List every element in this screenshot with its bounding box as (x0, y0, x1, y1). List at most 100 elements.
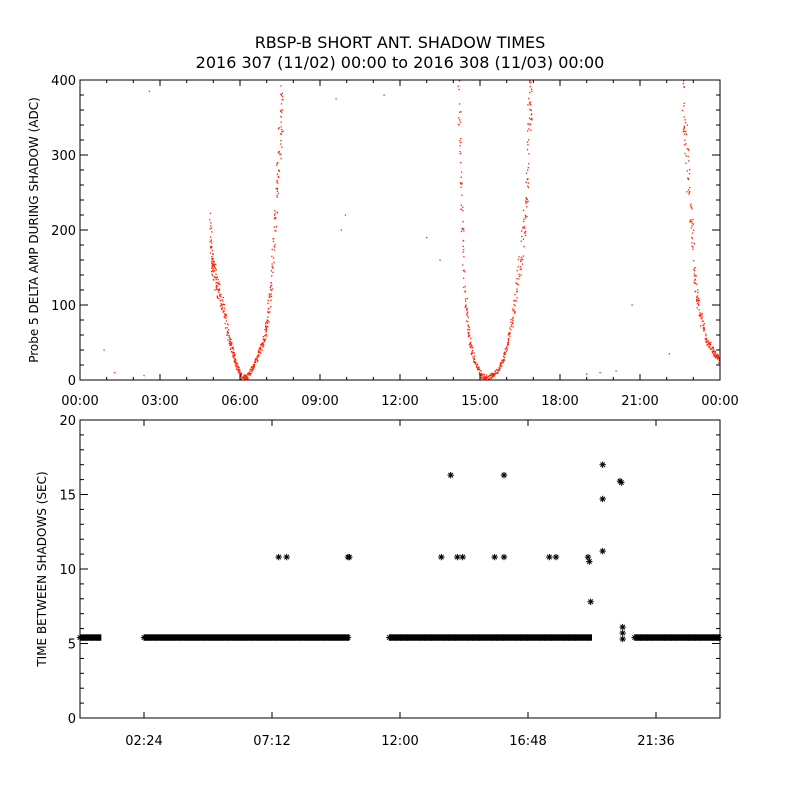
delta-amp-point (714, 350, 716, 353)
delta-amp-point (258, 349, 260, 352)
gap-point (709, 634, 716, 641)
delta-amp-point (215, 277, 217, 279)
delta-amp-point (258, 351, 260, 353)
delta-amp-point (230, 344, 232, 346)
delta-amp-point (256, 355, 258, 358)
delta-amp-point (270, 289, 273, 292)
delta-amp-point (462, 264, 464, 266)
delta-amp-point (262, 338, 264, 340)
delta-amp-point (694, 282, 696, 284)
delta-amp-point (210, 225, 212, 227)
gap-y-tick-label: 15 (59, 489, 76, 504)
delta-amp-point (693, 243, 695, 245)
delta-amp-point (270, 282, 273, 284)
time-between-shadows-plot-frame (79, 419, 721, 719)
gap-point (278, 634, 286, 641)
delta-amp-point (335, 98, 337, 100)
delta-amp-point (518, 273, 520, 276)
delta-amp-point (522, 258, 524, 261)
delta-amp-point (516, 269, 518, 272)
gap-point (500, 553, 508, 561)
delta-amp-point (265, 325, 267, 327)
delta-amp-point (271, 265, 273, 267)
delta-amp-point (509, 327, 511, 329)
delta-amp-point (525, 230, 527, 233)
delta-amp-point (685, 155, 687, 157)
gap-point (82, 634, 90, 641)
gap-point (272, 634, 280, 641)
delta-amp-point (684, 152, 686, 155)
delta-amp-point (266, 329, 268, 331)
delta-amp-point (249, 372, 251, 374)
gap-point (619, 623, 626, 631)
delta-amp-point (223, 303, 226, 306)
delta-amp-point (512, 326, 514, 328)
delta-amp-point (460, 152, 462, 155)
delta-amp-point (694, 278, 696, 280)
delta-amp-point (517, 258, 520, 261)
delta-amp-point (216, 297, 219, 299)
delta-amp-point (259, 352, 262, 354)
delta-amp-point (250, 372, 252, 375)
delta-amp-point (224, 327, 227, 329)
delta-amp-point (211, 246, 213, 248)
delta-amp-point (220, 293, 222, 296)
delta-amp-point (527, 185, 529, 187)
gap-point (599, 495, 606, 503)
delta-amp-point (259, 347, 261, 349)
delta-amp-point (693, 273, 696, 275)
delta-amp-point (463, 269, 465, 271)
delta-amp-point (268, 321, 270, 323)
delta-amp-point (712, 353, 714, 355)
gap-point (326, 634, 334, 641)
delta-amp-point (209, 228, 211, 230)
delta-amp-point (226, 332, 228, 334)
delta-amp-point (503, 359, 506, 361)
delta-amp-point (244, 374, 246, 377)
delta-amp-point (260, 343, 262, 346)
delta-amp-point (522, 227, 524, 229)
delta-amp-point (229, 348, 232, 351)
delta-amp-point (491, 374, 493, 376)
delta-amp-point (236, 366, 238, 368)
delta-amp-point (218, 292, 220, 294)
delta-amp-point (460, 182, 462, 185)
delta-amp-point (531, 90, 533, 92)
delta-amp-point (210, 245, 213, 247)
delta-amp-point (272, 257, 275, 259)
gap-y-tick-label: 10 (59, 563, 76, 578)
delta-amp-point (239, 372, 242, 375)
delta-amp-point (233, 355, 236, 357)
delta-amp-point (229, 341, 232, 343)
delta-amp-point (504, 352, 506, 354)
delta-amp-point (480, 374, 483, 377)
delta-amp-point (439, 259, 441, 261)
gap-point (212, 634, 220, 641)
delta-amp-point (509, 332, 511, 335)
gap-point (284, 634, 292, 641)
delta-amp-point (461, 227, 463, 230)
delta-amp-point (494, 370, 496, 372)
delta-amp-point (274, 244, 276, 246)
delta-amp-point (683, 102, 685, 105)
delta-amp-point (246, 376, 249, 378)
delta-amp-point (685, 133, 688, 135)
delta-amp-point (264, 338, 267, 340)
delta-amp-point (276, 194, 278, 197)
delta-amp-point (224, 322, 226, 325)
delta-amp-point (527, 104, 529, 106)
gap-point (631, 634, 638, 641)
delta-amp-point (530, 118, 532, 120)
delta-amp-point (261, 342, 263, 345)
delta-amp-point (467, 325, 469, 327)
delta-amp-point (465, 306, 467, 308)
gap-point (434, 634, 441, 641)
delta-amp-point (217, 289, 219, 291)
delta-amp-point (213, 279, 215, 281)
delta-amp-point (519, 268, 521, 271)
delta-amp-point (525, 198, 527, 200)
delta-amp-point (718, 362, 720, 364)
time-between-shadows-panel: 02:24 07:12 12:00 16:48 21:36 0 5 10 15 20 TIME B… (35, 414, 722, 749)
delta-amp-point (683, 105, 685, 107)
